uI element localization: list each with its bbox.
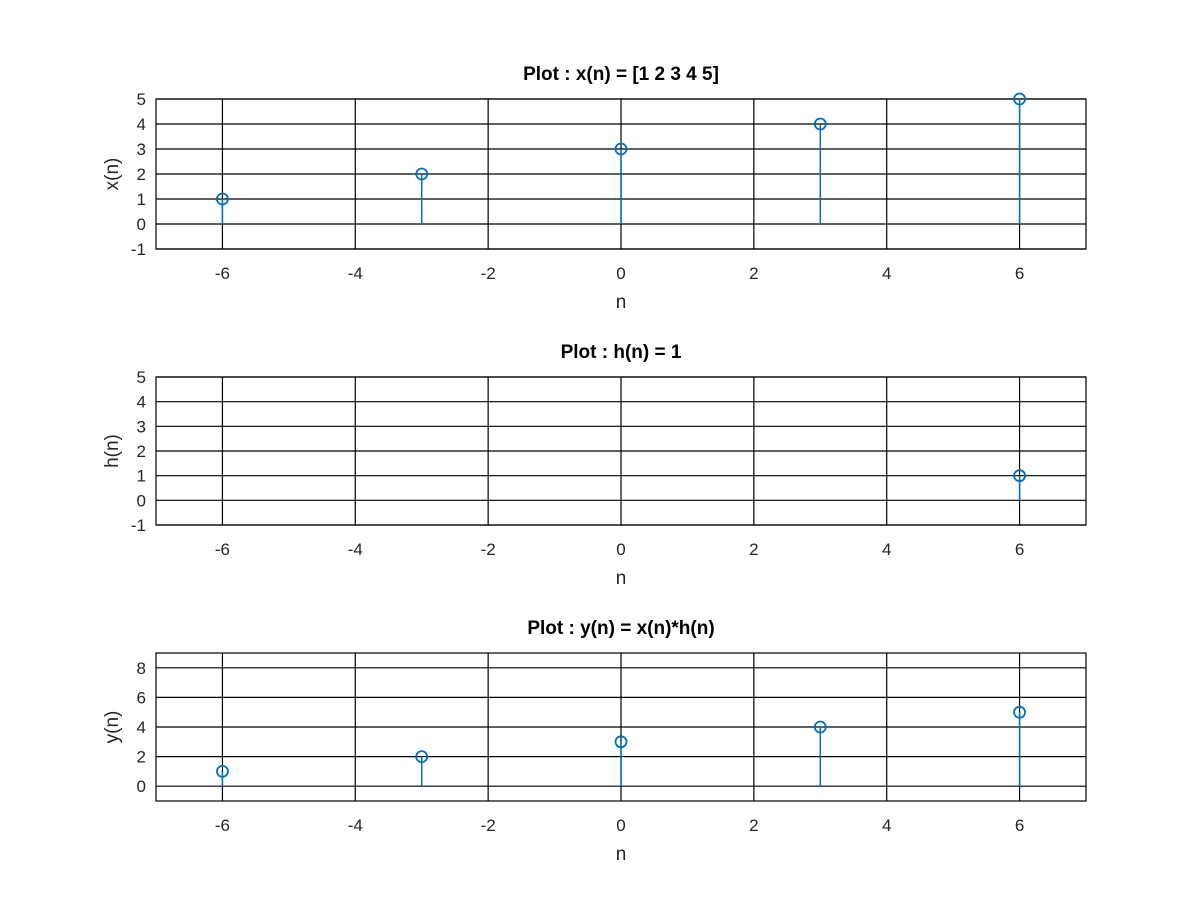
x-tick-label: -4 [348, 264, 363, 283]
x-tick-label: -4 [348, 816, 363, 835]
stem-marker [415, 167, 429, 181]
x-tick-label: 6 [1015, 264, 1024, 283]
x-axis-label: n [616, 568, 627, 589]
y-tick-label: 4 [137, 393, 146, 412]
y-tick-label: 1 [137, 190, 146, 209]
stem-marker [813, 720, 827, 734]
stem-marker [614, 142, 628, 156]
x-tick-label: -6 [215, 264, 230, 283]
y-tick-label: 4 [137, 115, 146, 134]
y-tick-label: -1 [131, 240, 146, 259]
y-axis-label: h(n) [102, 434, 123, 468]
chart-title: Plot : x(n) = [1 2 3 4 5] [523, 64, 719, 85]
x-tick-label: 2 [749, 540, 758, 559]
y-axis-label: y(n) [102, 711, 123, 744]
x-tick-label: -2 [481, 264, 496, 283]
y-tick-label: 2 [137, 165, 146, 184]
chart-title: Plot : y(n) = x(n)*h(n) [527, 618, 714, 639]
x-axis-label: n [616, 844, 627, 865]
y-tick-label: 4 [137, 718, 146, 737]
x-tick-label: -4 [348, 540, 363, 559]
x-tick-label: -6 [215, 816, 230, 835]
stem-marker [1013, 705, 1026, 719]
stem-marker [1013, 92, 1026, 106]
stem-marker [1013, 469, 1026, 483]
x-tick-label: 4 [882, 816, 891, 835]
stem-marker [415, 750, 429, 763]
y-tick-label: 5 [137, 368, 146, 387]
subplot-1: -6 -4 -2 0 2 4 6 -1 0 1 2 3 4 5 Plot : x(n) = [1 2 3 4… [102, 64, 1087, 313]
x-tick-label: 0 [616, 816, 625, 835]
x-tick-label: -6 [215, 540, 230, 559]
x-tick-label: 2 [749, 816, 758, 835]
y-tick-label: 2 [137, 442, 146, 461]
y-tick-label: 6 [137, 688, 146, 707]
x-tick-label: -2 [481, 540, 496, 559]
x-tick-label: -2 [481, 816, 496, 835]
y-tick-label: 8 [137, 659, 146, 678]
y-tick-label: -1 [131, 516, 146, 535]
stem-marker [614, 735, 628, 749]
y-axis-label: x(n) [102, 158, 123, 191]
stem-marker [216, 765, 229, 778]
stem-marker [813, 117, 827, 131]
y-tick-label: 5 [137, 90, 146, 109]
stem-marker [216, 192, 229, 206]
y-tick-label: 2 [137, 748, 146, 767]
subplot-3: -6 -4 -2 0 2 4 6 0 2 4 6 8 Plot : y(n) = x(n)*h(n) n y… [102, 618, 1087, 865]
x-tick-label: 6 [1015, 816, 1024, 835]
x-tick-label: 4 [882, 264, 891, 283]
x-tick-label: 2 [749, 264, 758, 283]
x-tick-label: 4 [882, 540, 891, 559]
y-tick-label: 0 [137, 491, 146, 510]
y-tick-label: 0 [137, 215, 146, 234]
x-axis-label: n [616, 292, 627, 313]
y-tick-label: 3 [137, 417, 146, 436]
x-tick-label: 6 [1015, 540, 1024, 559]
x-tick-label: 0 [616, 264, 625, 283]
chart-title: Plot : h(n) = 1 [561, 342, 682, 363]
x-tick-label: 0 [616, 540, 625, 559]
y-tick-label: 1 [137, 467, 146, 486]
y-tick-label: 0 [137, 777, 146, 796]
subplot-2: -6 -4 -2 0 2 4 6 -1 0 1 2 3 4 5 Plot : h(n) = 1 n h(n) [102, 342, 1087, 589]
y-tick-label: 3 [137, 140, 146, 159]
